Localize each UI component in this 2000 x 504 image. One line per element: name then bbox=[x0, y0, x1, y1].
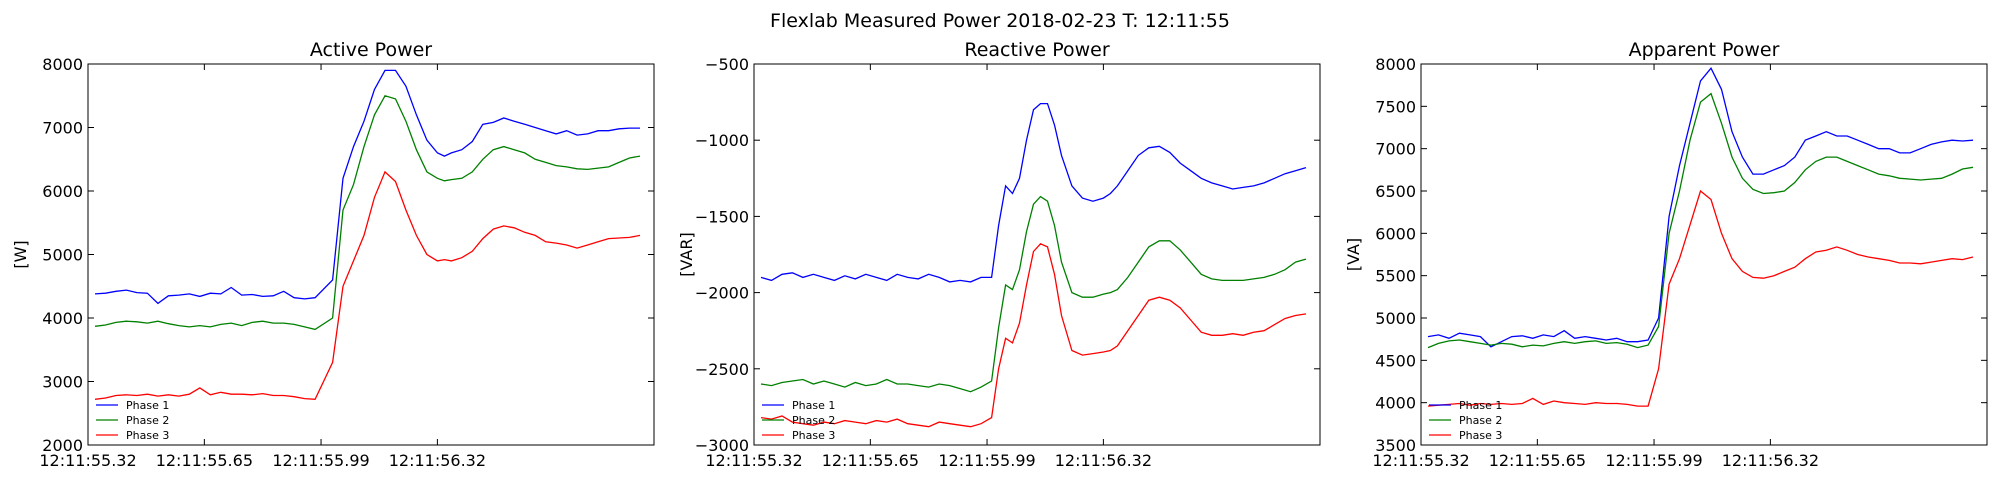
apparent-power-legend-label-phase-1: Phase 1 bbox=[1459, 399, 1502, 412]
active-power-ytick-label: 5000 bbox=[42, 246, 83, 265]
reactive-power-ytick-label: −2500 bbox=[695, 360, 749, 379]
apparent-power-ytick-label: 5000 bbox=[1375, 309, 1416, 328]
reactive-power-xtick-label: 12:11:55.32 bbox=[705, 451, 802, 470]
reactive-power-ytick-label: −1500 bbox=[695, 207, 749, 226]
apparent-power-ytick-label: 7000 bbox=[1375, 140, 1416, 159]
apparent-power-ytick-label: 5500 bbox=[1375, 267, 1416, 286]
apparent-power-ytick-label: 6500 bbox=[1375, 182, 1416, 201]
active-power-ytick-label: 8000 bbox=[42, 55, 83, 74]
reactive-power-series-phase-1 bbox=[760, 102, 1307, 283]
apparent-power-legend-label-phase-2: Phase 2 bbox=[1459, 414, 1502, 427]
apparent-power-xtick-label: 12:11:55.99 bbox=[1605, 451, 1702, 470]
active-power-legend-label-phase-1: Phase 1 bbox=[126, 399, 169, 412]
reactive-power-series-phase-2 bbox=[760, 195, 1307, 393]
active-power-series-phase-1 bbox=[94, 69, 640, 305]
active-power-ytick-label: 2000 bbox=[42, 436, 83, 455]
apparent-power-axes-frame bbox=[1420, 63, 1988, 446]
reactive-power-ytick-label: −3000 bbox=[695, 436, 749, 455]
active-power-xtick-label: 12:11:55.99 bbox=[272, 451, 369, 470]
active-power-legend-label-phase-3: Phase 3 bbox=[126, 429, 169, 442]
active-power-legend-label-phase-2: Phase 2 bbox=[126, 414, 169, 427]
active-power-ytick-label: 4000 bbox=[42, 309, 83, 328]
apparent-power-xtick-label: 12:11:55.65 bbox=[1489, 451, 1586, 470]
active-power-axes-frame bbox=[87, 63, 655, 446]
apparent-power-series-phase-1 bbox=[1427, 67, 1974, 348]
reactive-power-axes-frame bbox=[753, 63, 1321, 446]
active-power-title: Active Power bbox=[310, 39, 432, 61]
apparent-power-title: Apparent Power bbox=[1629, 39, 1780, 61]
chart-apparent-power: Apparent Power [VA] 3500 4000 4500 5000 5500 60… bbox=[1344, 39, 1988, 470]
reactive-power-legend-label-phase-1: Phase 1 bbox=[792, 399, 835, 412]
reactive-power-series-phase-3 bbox=[760, 243, 1307, 428]
apparent-power-series-phase-3 bbox=[1427, 189, 1974, 407]
apparent-power-ytick-label: 4000 bbox=[1375, 394, 1416, 413]
reactive-power-title: Reactive Power bbox=[964, 39, 1109, 61]
active-power-ytick-label: 3000 bbox=[42, 373, 83, 392]
active-power-xtick-label: 12:11:55.32 bbox=[39, 451, 136, 470]
reactive-power-xtick-label: 12:11:56.32 bbox=[1055, 451, 1152, 470]
apparent-power-series-phase-2 bbox=[1427, 92, 1974, 349]
figure-suptitle: Flexlab Measured Power 2018-02-23 T: 12:… bbox=[770, 10, 1230, 32]
reactive-power-ytick-label: −1000 bbox=[695, 131, 749, 150]
apparent-power-ytick-label: 3500 bbox=[1375, 436, 1416, 455]
active-power-series-phase-3 bbox=[94, 170, 641, 400]
active-power-xtick-label: 12:11:55.65 bbox=[156, 451, 253, 470]
chart-reactive-power: Reactive Power [VAR] −3000 −2500 −2000 −1500 −… bbox=[677, 39, 1321, 470]
apparent-power-ytick-label: 4500 bbox=[1375, 351, 1416, 370]
reactive-power-legend-label-phase-3: Phase 3 bbox=[792, 429, 835, 442]
reactive-power-ylabel: [VAR] bbox=[677, 232, 696, 276]
active-power-ylabel: [W] bbox=[11, 240, 30, 268]
apparent-power-xtick-label: 12:11:56.32 bbox=[1722, 451, 1819, 470]
active-power-ytick-label: 6000 bbox=[42, 182, 83, 201]
apparent-power-xtick-label: 12:11:55.32 bbox=[1372, 451, 1469, 470]
active-power-series-phase-2 bbox=[94, 95, 641, 331]
reactive-power-xtick-label: 12:11:55.65 bbox=[822, 451, 919, 470]
active-power-ytick-label: 7000 bbox=[42, 119, 83, 138]
apparent-power-ylabel: [VA] bbox=[1344, 238, 1363, 271]
apparent-power-ytick-label: 7500 bbox=[1375, 97, 1416, 116]
apparent-power-legend-label-phase-3: Phase 3 bbox=[1459, 429, 1502, 442]
reactive-power-ytick-label: −500 bbox=[705, 55, 749, 74]
reactive-power-xtick-label: 12:11:55.99 bbox=[938, 451, 1035, 470]
reactive-power-legend-label-phase-2: Phase 2 bbox=[792, 414, 835, 427]
apparent-power-ytick-label: 8000 bbox=[1375, 55, 1416, 74]
apparent-power-ytick-label: 6000 bbox=[1375, 224, 1416, 243]
chart-active-power: Active Power [W] 2000 3000 4000 5000 6000 7000 8… bbox=[11, 39, 655, 470]
active-power-xtick-label: 12:11:56.32 bbox=[389, 451, 486, 470]
reactive-power-ytick-label: −2000 bbox=[695, 284, 749, 303]
